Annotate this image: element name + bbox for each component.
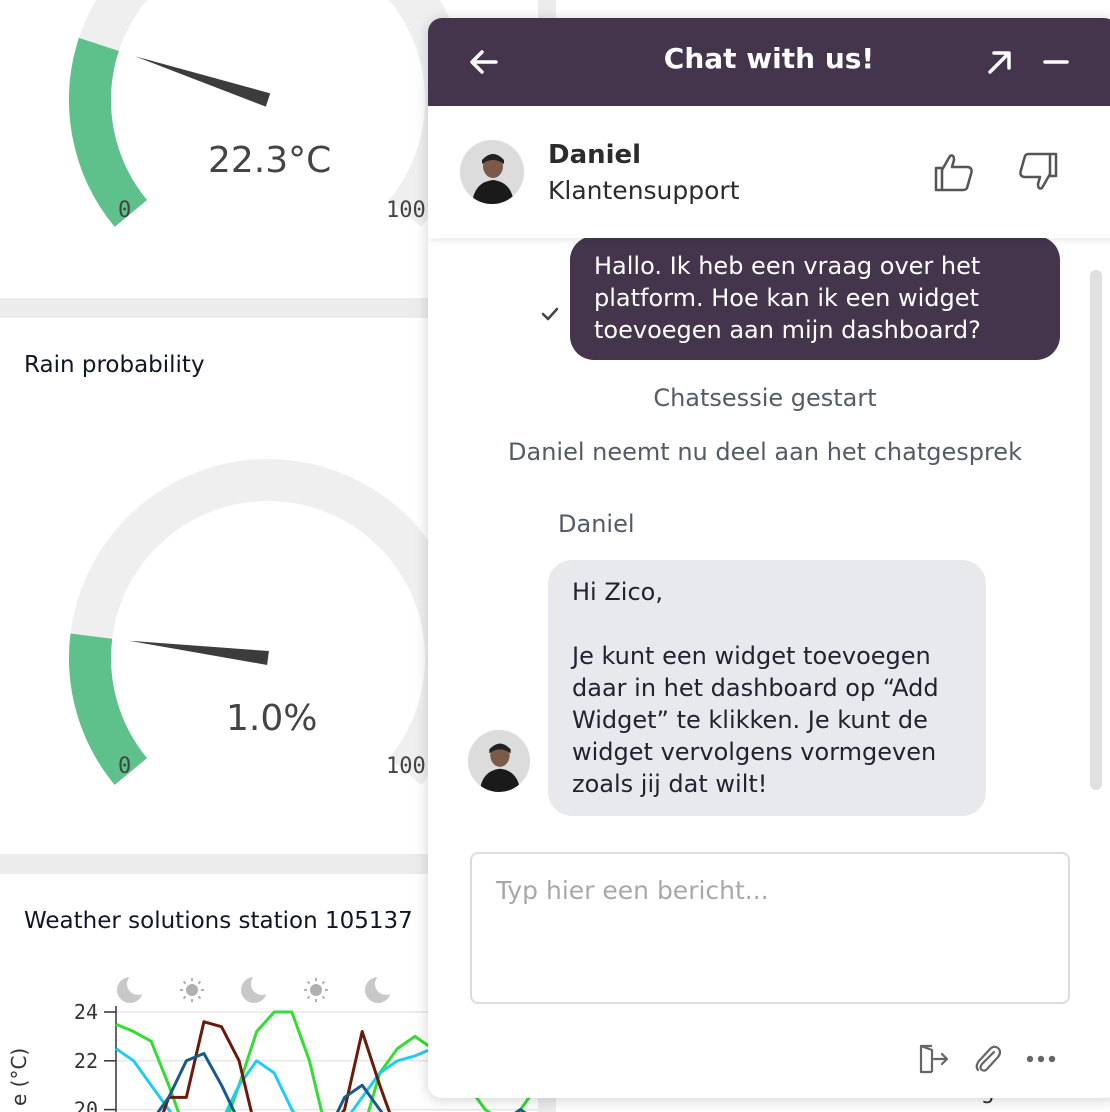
incoming-message: Hi Zico, Je kunt een widget toevoegen da…	[548, 560, 986, 816]
sun-icon	[180, 978, 204, 1002]
moon-icon	[241, 973, 273, 1003]
attach-button[interactable]	[970, 1042, 1004, 1076]
gauge-fill	[69, 37, 148, 227]
agent-avatar	[468, 730, 530, 792]
more-icon	[1026, 1055, 1056, 1063]
thumbs-down-button[interactable]	[1016, 150, 1060, 194]
series-line	[161, 1020, 392, 1112]
moon-icon	[365, 973, 397, 1003]
gauge-max-label: 100	[386, 754, 426, 779]
card-title: Rain probability	[24, 352, 205, 378]
chat-header: Chat with us!	[428, 18, 1110, 106]
sender-name: Daniel	[558, 510, 635, 538]
weather-icons-row	[117, 973, 452, 1003]
chat-widget: Chat with us! Daniel	[428, 18, 1110, 1098]
thumbs-up-icon	[934, 154, 973, 192]
message-list[interactable]: Hallo. Ik heb een vraag over het platfor…	[428, 238, 1110, 838]
gauge-min-label: 0	[118, 754, 132, 779]
gauge-min-label: 0	[118, 198, 132, 223]
gauge-fill	[69, 633, 148, 785]
back-button[interactable]	[466, 44, 502, 80]
y-tick-label: 24	[74, 1000, 98, 1024]
minus-icon	[1043, 60, 1069, 64]
paperclip-icon	[975, 1045, 1002, 1072]
person-icon	[468, 730, 530, 792]
agent-role: Klantensupport	[548, 176, 740, 205]
scrollbar-thumb[interactable]	[1090, 270, 1102, 790]
more-options-button[interactable]	[1024, 1042, 1058, 1076]
chat-title: Chat with us!	[663, 42, 875, 75]
card-title: Weather solutions station 105137	[24, 908, 413, 934]
person-icon	[460, 140, 524, 204]
arrow-left-icon	[470, 50, 498, 74]
agent-name: Daniel	[548, 140, 642, 170]
system-message: Chatsessie gestart	[653, 384, 877, 412]
gauge-needle	[129, 640, 269, 665]
temperature-value: 22.3°C	[208, 140, 332, 181]
check-icon	[541, 307, 559, 321]
message-composer	[470, 852, 1070, 1004]
agent-bar: Daniel Klantensupport	[428, 106, 1110, 238]
rain-value: 1.0%	[226, 698, 318, 739]
series-line	[156, 1051, 527, 1112]
message-input[interactable]	[472, 854, 1068, 1002]
y-tick-label: 22	[74, 1049, 98, 1073]
gauge-track	[69, 0, 467, 227]
thumbs-up-button[interactable]	[932, 150, 976, 194]
gauge-needle	[135, 56, 271, 107]
agent-avatar	[460, 140, 524, 204]
popout-button[interactable]	[982, 44, 1018, 80]
arrow-up-right-icon	[988, 51, 1011, 74]
y-tick-label: 20	[74, 1098, 98, 1112]
sun-icon	[304, 978, 328, 1002]
gauge-max-label: 100	[386, 198, 426, 223]
end-chat-button[interactable]	[916, 1042, 950, 1076]
thumbs-down-icon	[1019, 152, 1058, 190]
system-message: Daniel neemt nu deel aan het chatgesprek	[508, 438, 1022, 466]
minimize-button[interactable]	[1038, 44, 1074, 80]
y-axis-label: e (°C)	[7, 1048, 31, 1106]
exit-icon	[919, 1044, 949, 1074]
outgoing-message: Hallo. Ik heb een vraag over het platfor…	[570, 238, 1060, 360]
moon-icon	[117, 973, 149, 1003]
